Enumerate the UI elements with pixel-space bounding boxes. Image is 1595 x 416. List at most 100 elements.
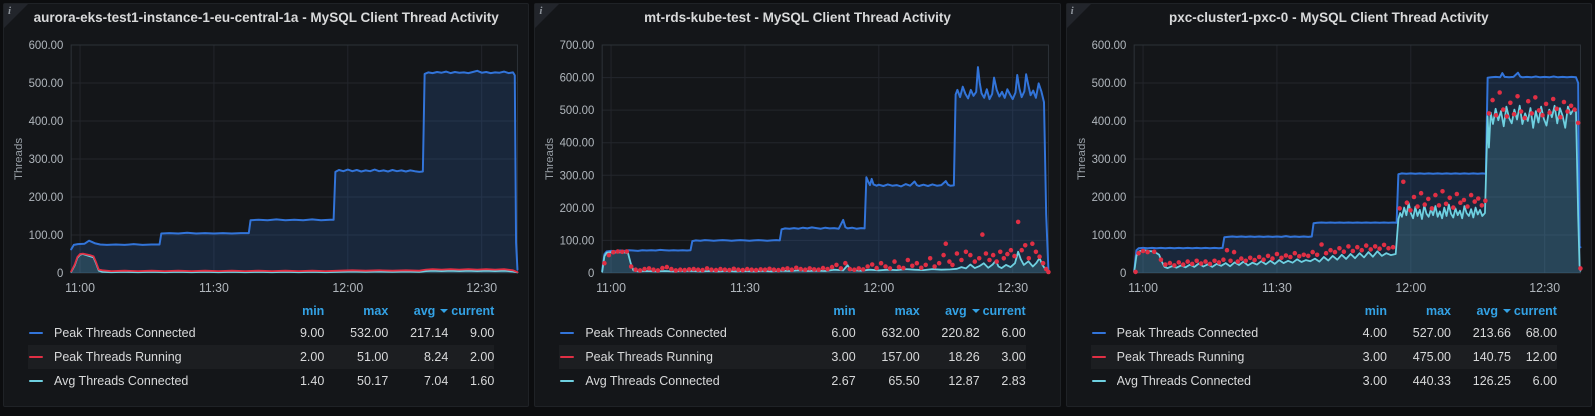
svg-text:500.00: 500.00 bbox=[1091, 78, 1126, 90]
max-value: 51.00 bbox=[357, 350, 389, 364]
time-series-chart[interactable]: 0 100.00 200.00 300.00 400.00 500.00 600.00 11:… bbox=[6, 31, 526, 297]
min-value: 2.67 bbox=[831, 374, 856, 388]
avg-value: 18.26 bbox=[948, 350, 980, 364]
series-label[interactable]: Avg Threads Connected bbox=[585, 374, 720, 388]
panel-title[interactable]: aurora-eks-test1-instance-1-eu-central-1… bbox=[33, 10, 499, 25]
max-value: 632.00 bbox=[881, 326, 920, 340]
series-label[interactable]: Peak Threads Connected bbox=[54, 326, 196, 340]
series-label[interactable]: Peak Threads Connected bbox=[1116, 326, 1259, 340]
sort-desc-icon bbox=[440, 309, 449, 314]
current-value: 1.60 bbox=[469, 374, 495, 388]
info-icon: i bbox=[539, 5, 543, 17]
time-series-chart[interactable]: 0 100.00 200.00 300.00 400.00 500.00 600.00 11:… bbox=[1069, 31, 1589, 297]
legend-row: Peak Threads Running 3.00 157.00 18.26 3… bbox=[559, 345, 1026, 369]
svg-text:500.00: 500.00 bbox=[560, 105, 595, 117]
svg-text:200.00: 200.00 bbox=[29, 192, 64, 204]
legend-header-row: min max avg current bbox=[28, 300, 494, 321]
series-label[interactable]: Peak Threads Running bbox=[1116, 350, 1245, 364]
svg-text:12:00: 12:00 bbox=[1395, 281, 1426, 295]
avg-value: 140.75 bbox=[1472, 350, 1511, 364]
series-color-swatch bbox=[1091, 380, 1106, 382]
legend-col-avg[interactable]: avg bbox=[388, 303, 449, 318]
svg-text:300.00: 300.00 bbox=[560, 170, 595, 182]
max-value: 157.00 bbox=[881, 350, 920, 364]
svg-text:200.00: 200.00 bbox=[1091, 192, 1126, 204]
avg-value: 7.04 bbox=[423, 374, 449, 388]
legend-row: Peak Threads Connected 6.00 632.00 220.8… bbox=[559, 321, 1026, 345]
legend-col-max[interactable]: max bbox=[1425, 303, 1451, 318]
panel-header: i mt-rds-kube-test - MySQL Client Thread… bbox=[535, 4, 1059, 31]
current-value: 6.00 bbox=[1001, 326, 1026, 340]
min-value: 3.00 bbox=[831, 350, 856, 364]
current-value: 9.00 bbox=[469, 326, 495, 340]
legend-col-current[interactable]: current bbox=[1513, 303, 1557, 318]
legend-row: Avg Threads Connected 1.40 50.17 7.04 1.… bbox=[28, 369, 494, 393]
svg-text:400.00: 400.00 bbox=[1091, 116, 1126, 128]
max-value: 527.00 bbox=[1412, 326, 1451, 340]
panel-mt-rds-kube-test: i mt-rds-kube-test - MySQL Client Thread… bbox=[534, 3, 1061, 407]
svg-text:11:00: 11:00 bbox=[65, 281, 95, 295]
panel-title[interactable]: mt-rds-kube-test - MySQL Client Thread A… bbox=[644, 10, 951, 25]
legend-row: Avg Threads Connected 3.00 440.33 126.25… bbox=[1091, 369, 1557, 393]
svg-text:300.00: 300.00 bbox=[1091, 154, 1126, 166]
svg-text:Threads: Threads bbox=[544, 138, 556, 180]
legend-col-avg-label: avg bbox=[413, 303, 436, 318]
svg-text:12:30: 12:30 bbox=[1529, 281, 1560, 295]
series-label[interactable]: Avg Threads Connected bbox=[1116, 374, 1252, 388]
current-value: 6.00 bbox=[1532, 374, 1557, 388]
series-color-swatch bbox=[29, 380, 43, 382]
series-label[interactable]: Peak Threads Connected bbox=[585, 326, 727, 340]
svg-text:100.00: 100.00 bbox=[29, 230, 64, 242]
panel-info-corner[interactable]: i bbox=[1066, 4, 1091, 28]
panel-info-corner[interactable]: i bbox=[4, 4, 28, 28]
panel-header: i aurora-eks-test1-instance-1-eu-central… bbox=[4, 4, 528, 31]
max-value: 532.00 bbox=[350, 326, 389, 340]
legend-header-row: min max avg current bbox=[1091, 300, 1557, 321]
min-value: 4.00 bbox=[1362, 326, 1387, 340]
legend-col-max[interactable]: max bbox=[894, 303, 920, 318]
max-value: 65.50 bbox=[888, 374, 920, 388]
legend-row: Avg Threads Connected 2.67 65.50 12.87 2… bbox=[559, 369, 1026, 393]
series-label[interactable]: Peak Threads Running bbox=[54, 350, 182, 364]
avg-value: 213.66 bbox=[1472, 326, 1511, 340]
legend-col-min[interactable]: min bbox=[302, 303, 325, 318]
legend-col-avg[interactable]: avg bbox=[920, 304, 980, 318]
legend-col-min[interactable]: min bbox=[1364, 303, 1387, 318]
legend-col-max[interactable]: max bbox=[363, 303, 389, 318]
svg-text:12:00: 12:00 bbox=[864, 281, 895, 295]
svg-text:600.00: 600.00 bbox=[1091, 40, 1126, 52]
legend-header-row: min max avg current bbox=[559, 300, 1025, 321]
legend-col-min[interactable]: min bbox=[833, 303, 856, 318]
legend-col-current[interactable]: current bbox=[982, 303, 1026, 318]
panel-info-corner[interactable]: i bbox=[535, 4, 560, 28]
series-color-swatch bbox=[1091, 356, 1106, 358]
legend-table: min max avg current Peak Threads Connect… bbox=[1067, 297, 1591, 406]
min-value: 3.00 bbox=[1362, 350, 1387, 364]
svg-text:600.00: 600.00 bbox=[29, 40, 64, 52]
svg-text:100.00: 100.00 bbox=[560, 235, 595, 247]
svg-text:300.00: 300.00 bbox=[29, 154, 64, 166]
legend-col-current[interactable]: current bbox=[451, 303, 495, 318]
svg-text:0: 0 bbox=[588, 268, 594, 280]
chart-area: 0 100.00 200.00 300.00 400.00 500.00 600.00 11:… bbox=[1067, 31, 1591, 297]
legend-row: Peak Threads Connected 9.00 532.00 217.1… bbox=[28, 321, 494, 345]
svg-text:Threads: Threads bbox=[13, 138, 25, 180]
legend-table: min max avg current Peak Threads Connect… bbox=[535, 297, 1059, 406]
avg-value: 217.14 bbox=[410, 326, 449, 340]
series-label[interactable]: Peak Threads Running bbox=[585, 350, 713, 364]
min-value: 6.00 bbox=[831, 326, 856, 340]
svg-text:700.00: 700.00 bbox=[560, 40, 595, 52]
panel-header: i pxc-cluster1-pxc-0 - MySQL Client Thre… bbox=[1066, 4, 1591, 31]
panel-title[interactable]: pxc-cluster1-pxc-0 - MySQL Client Thread… bbox=[1169, 10, 1489, 25]
time-series-chart[interactable]: 0 100.00 200.00 300.00 400.00 500.00 600.00 700… bbox=[537, 31, 1057, 297]
current-value: 12.00 bbox=[1525, 350, 1557, 364]
legend-col-avg[interactable]: avg bbox=[1451, 304, 1511, 318]
max-value: 440.33 bbox=[1412, 374, 1451, 388]
svg-text:11:00: 11:00 bbox=[596, 281, 626, 295]
legend-col-avg-label: avg bbox=[1476, 303, 1498, 318]
series-label[interactable]: Avg Threads Connected bbox=[54, 374, 189, 388]
series-color-swatch bbox=[29, 332, 43, 334]
avg-value: 220.82 bbox=[941, 326, 980, 340]
svg-text:11:00: 11:00 bbox=[1128, 281, 1158, 295]
